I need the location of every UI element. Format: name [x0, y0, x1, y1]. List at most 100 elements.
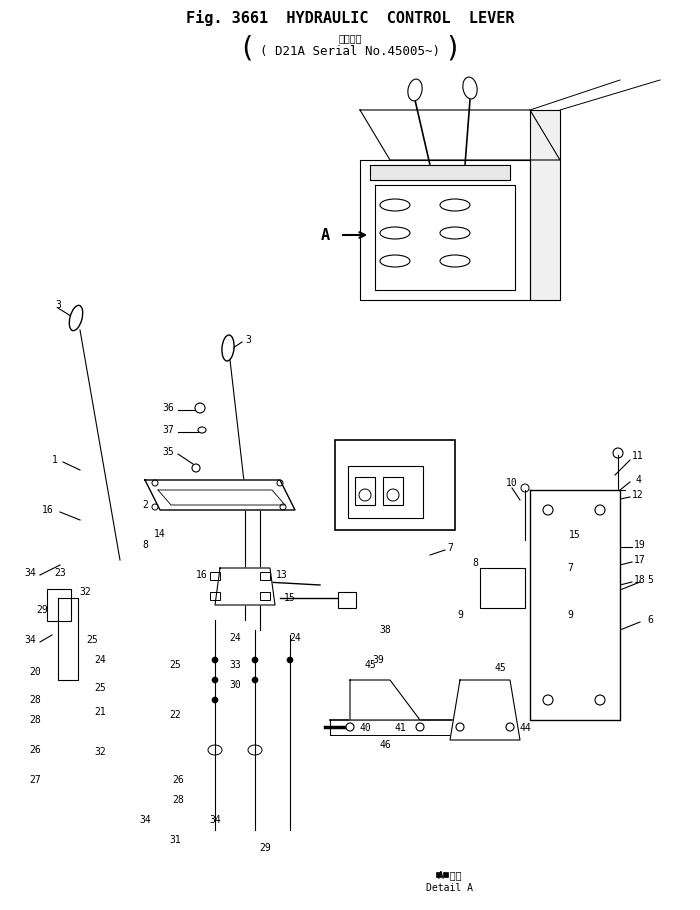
Circle shape — [252, 657, 258, 663]
Ellipse shape — [463, 77, 477, 99]
Bar — [355, 477, 375, 505]
Text: 28: 28 — [29, 695, 41, 705]
Polygon shape — [145, 480, 295, 510]
Text: 34: 34 — [139, 815, 151, 825]
Text: 12: 12 — [632, 490, 644, 500]
Bar — [443, 872, 448, 877]
Text: 36: 36 — [162, 403, 174, 413]
Text: 42: 42 — [459, 723, 471, 733]
Text: 17: 17 — [634, 555, 646, 565]
Text: 41: 41 — [394, 723, 406, 733]
Text: 16: 16 — [196, 570, 208, 580]
Text: 43: 43 — [489, 725, 501, 735]
Bar — [260, 572, 270, 580]
Text: 9: 9 — [567, 610, 573, 620]
Text: 13: 13 — [276, 570, 288, 580]
Text: 29: 29 — [259, 843, 271, 853]
Text: 29: 29 — [36, 605, 48, 615]
Text: 35: 35 — [162, 447, 174, 457]
Text: 3: 3 — [55, 300, 61, 310]
Circle shape — [287, 657, 293, 663]
Circle shape — [346, 723, 354, 731]
Text: 32: 32 — [94, 747, 106, 757]
Text: 25: 25 — [94, 683, 106, 693]
Text: 23: 23 — [54, 568, 66, 578]
Polygon shape — [370, 165, 510, 180]
Text: A 詳図: A 詳図 — [438, 870, 462, 880]
Polygon shape — [360, 160, 530, 300]
Text: 25: 25 — [86, 635, 98, 645]
Text: 37: 37 — [162, 425, 174, 435]
Text: (: ( — [239, 34, 256, 62]
Bar — [338, 592, 356, 608]
Polygon shape — [350, 680, 420, 720]
Bar — [383, 477, 403, 505]
Text: 34: 34 — [209, 815, 221, 825]
Text: 26: 26 — [172, 775, 184, 785]
Text: 4: 4 — [635, 475, 641, 485]
Text: 9: 9 — [457, 610, 463, 620]
Polygon shape — [530, 110, 560, 300]
Text: 15: 15 — [569, 530, 581, 540]
Text: 24: 24 — [94, 655, 106, 665]
Text: 5: 5 — [647, 575, 653, 585]
Text: 14: 14 — [249, 575, 261, 585]
Polygon shape — [530, 490, 620, 720]
Text: 20: 20 — [29, 667, 41, 677]
Bar — [436, 872, 441, 877]
Circle shape — [416, 723, 424, 731]
Polygon shape — [360, 110, 560, 160]
Text: 40: 40 — [359, 723, 371, 733]
Text: 39: 39 — [372, 655, 384, 665]
Text: 7: 7 — [447, 543, 453, 553]
Text: 11: 11 — [632, 451, 644, 461]
Circle shape — [212, 657, 218, 663]
Circle shape — [212, 697, 218, 703]
Bar — [335, 440, 455, 530]
Bar — [210, 592, 220, 600]
Text: 2: 2 — [142, 500, 148, 510]
Text: 19: 19 — [634, 540, 646, 550]
Text: 適用号機: 適用号機 — [385, 493, 405, 502]
Text: 45: 45 — [494, 663, 506, 673]
Text: 14: 14 — [154, 529, 166, 539]
Bar — [210, 572, 220, 580]
Text: ( D21A Serial No.45005~): ( D21A Serial No.45005~) — [260, 46, 440, 58]
Text: 33: 33 — [229, 660, 241, 670]
Bar — [480, 568, 525, 608]
Text: 6: 6 — [647, 615, 653, 625]
Circle shape — [212, 677, 218, 683]
Text: D21A Serial No. 47474~: D21A Serial No. 47474~ — [344, 508, 446, 517]
Text: 45: 45 — [364, 660, 376, 670]
Circle shape — [252, 677, 258, 683]
Polygon shape — [450, 680, 520, 740]
Text: 34: 34 — [24, 635, 36, 645]
Text: 1: 1 — [52, 455, 58, 465]
Text: 8: 8 — [472, 558, 478, 568]
Ellipse shape — [222, 335, 234, 361]
Text: 24: 24 — [229, 633, 241, 643]
Polygon shape — [215, 568, 275, 605]
Text: 28: 28 — [172, 795, 184, 805]
Text: 3: 3 — [245, 335, 251, 345]
Text: 21: 21 — [94, 707, 106, 717]
Text: 10: 10 — [506, 478, 518, 488]
Text: Fig. 3661  HYDRAULIC  CONTROL  LEVER: Fig. 3661 HYDRAULIC CONTROL LEVER — [186, 10, 514, 26]
Text: 26: 26 — [29, 745, 41, 755]
Text: Detail A: Detail A — [426, 883, 473, 893]
Text: 46: 46 — [379, 740, 391, 750]
Text: ): ) — [444, 34, 461, 62]
Text: 38: 38 — [379, 625, 391, 635]
Text: A: A — [321, 228, 330, 242]
Text: 適用号機: 適用号機 — [338, 33, 362, 43]
Text: 28: 28 — [29, 715, 41, 725]
Text: 31: 31 — [169, 835, 181, 845]
Text: 15: 15 — [284, 593, 296, 603]
Circle shape — [456, 723, 464, 731]
Text: 25: 25 — [169, 660, 181, 670]
Polygon shape — [375, 185, 515, 290]
Text: 16: 16 — [42, 505, 54, 515]
Text: 27: 27 — [29, 775, 41, 785]
Text: 7: 7 — [567, 563, 573, 573]
Ellipse shape — [408, 79, 422, 101]
